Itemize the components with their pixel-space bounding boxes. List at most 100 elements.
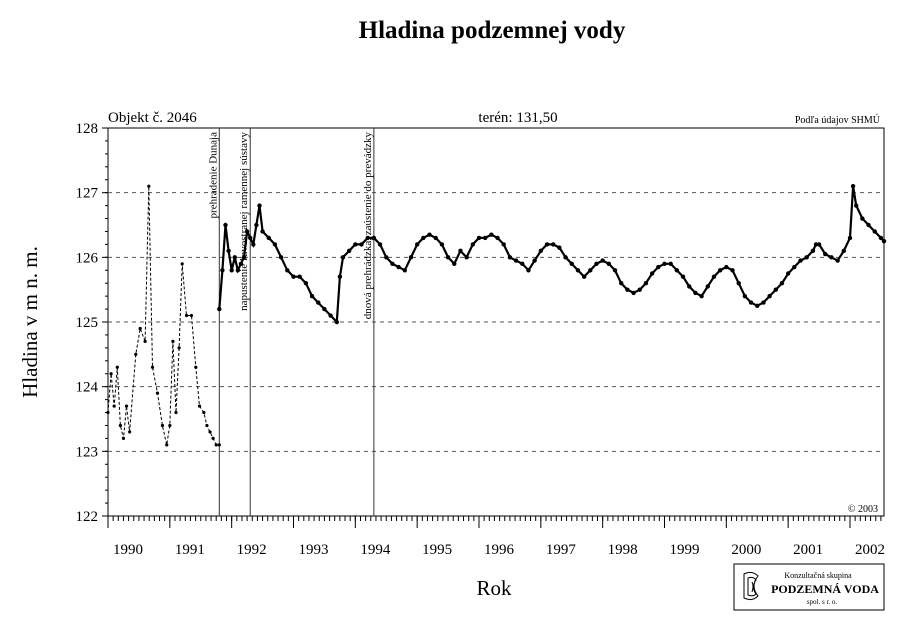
- data-point: [340, 255, 346, 260]
- copyright-label: © 2003: [848, 504, 878, 515]
- data-point: [813, 242, 819, 247]
- data-point: [532, 258, 537, 263]
- object-label: Objekt č. 2046: [108, 110, 197, 126]
- data-point: [168, 423, 172, 428]
- data-point: [841, 248, 847, 254]
- data-point: [656, 264, 661, 270]
- data-point: [581, 274, 587, 279]
- x-tick-label: 1991: [175, 542, 205, 558]
- data-point: [829, 255, 834, 260]
- data-point: [625, 287, 630, 292]
- data-point: [445, 255, 451, 260]
- logo-emblem-icon: [743, 571, 759, 601]
- y-tick-label: 124: [76, 380, 99, 396]
- data-point: [184, 313, 189, 318]
- data-point: [189, 313, 194, 318]
- data-point: [835, 258, 840, 263]
- data-point: [377, 242, 383, 247]
- data-point: [408, 255, 414, 260]
- x-tick-label: 1996: [484, 542, 515, 558]
- data-point: [232, 255, 237, 260]
- y-tick-label: 128: [76, 121, 99, 137]
- data-point: [147, 184, 151, 188]
- data-point: [850, 184, 856, 189]
- data-point: [687, 284, 692, 289]
- data-point: [779, 281, 785, 286]
- logo-line1: Konzultačná skupina: [784, 571, 852, 580]
- x-tick-label: 1995: [422, 542, 452, 558]
- data-point: [513, 258, 519, 263]
- data-point: [464, 255, 469, 260]
- data-point: [773, 287, 778, 292]
- data-point: [792, 264, 797, 270]
- data-point: [798, 258, 803, 263]
- x-axis-label: Rok: [476, 576, 512, 600]
- data-point: [402, 268, 407, 273]
- terrain-label: terén: 131,50: [478, 110, 557, 126]
- y-tick-label: 123: [76, 444, 99, 460]
- data-point: [226, 248, 231, 254]
- data-point: [439, 242, 445, 247]
- data-point: [569, 261, 574, 266]
- data-point: [594, 261, 599, 266]
- data-point: [118, 423, 122, 428]
- data-point: [748, 300, 754, 305]
- data-point: [470, 242, 476, 247]
- x-tick-label: 1999: [669, 542, 699, 558]
- data-point: [736, 281, 741, 286]
- data-point: [600, 258, 605, 263]
- data-point: [238, 261, 244, 266]
- data-point: [353, 242, 358, 247]
- source-label: Podľa údajov SHMÚ: [795, 114, 881, 126]
- data-point: [637, 287, 642, 292]
- data-point: [177, 346, 181, 350]
- data-point: [272, 242, 278, 247]
- data-point: [612, 268, 618, 273]
- data-point: [631, 290, 636, 296]
- x-tick-label: 1998: [608, 542, 638, 558]
- data-point: [285, 268, 290, 273]
- data-point: [365, 235, 370, 241]
- data-point: [229, 268, 234, 273]
- data-point: [214, 443, 218, 447]
- data-point: [194, 365, 198, 369]
- x-tick-label: 2002: [855, 542, 885, 558]
- data-point: [248, 235, 253, 241]
- data-point: [501, 242, 506, 247]
- data-point: [742, 293, 748, 299]
- x-tick-label: 1997: [546, 542, 577, 558]
- gridlines: [108, 192, 884, 452]
- x-tick-label: 2000: [731, 542, 761, 558]
- data-point: [606, 261, 612, 266]
- data-point: [507, 255, 513, 260]
- data-point: [730, 268, 735, 273]
- data-point: [223, 222, 228, 228]
- data-point: [384, 255, 389, 260]
- data-point: [414, 242, 420, 247]
- data-point: [538, 248, 544, 254]
- data-point: [155, 391, 160, 395]
- data-point: [109, 372, 113, 376]
- y-tick-label: 122: [76, 509, 99, 525]
- data-point: [847, 235, 853, 241]
- data-point: [693, 290, 698, 296]
- data-point: [165, 443, 169, 447]
- data-point: [881, 238, 887, 244]
- data-point: [711, 274, 717, 279]
- data-point: [180, 262, 184, 266]
- y-tick-label: 125: [76, 315, 99, 331]
- data-point: [202, 410, 206, 415]
- y-axis-ticks: 122 123 124 125 126 127 128: [76, 121, 108, 525]
- data-point: [115, 365, 119, 369]
- data-point: [160, 423, 165, 428]
- data-point: [291, 274, 296, 279]
- data-point: [649, 271, 655, 276]
- data-point: [260, 229, 265, 234]
- data-point: [303, 281, 309, 286]
- data-point: [171, 339, 175, 343]
- data-point: [853, 203, 859, 208]
- y-tick-label: 126: [76, 250, 99, 266]
- data-point: [309, 293, 315, 299]
- data-point: [557, 245, 562, 250]
